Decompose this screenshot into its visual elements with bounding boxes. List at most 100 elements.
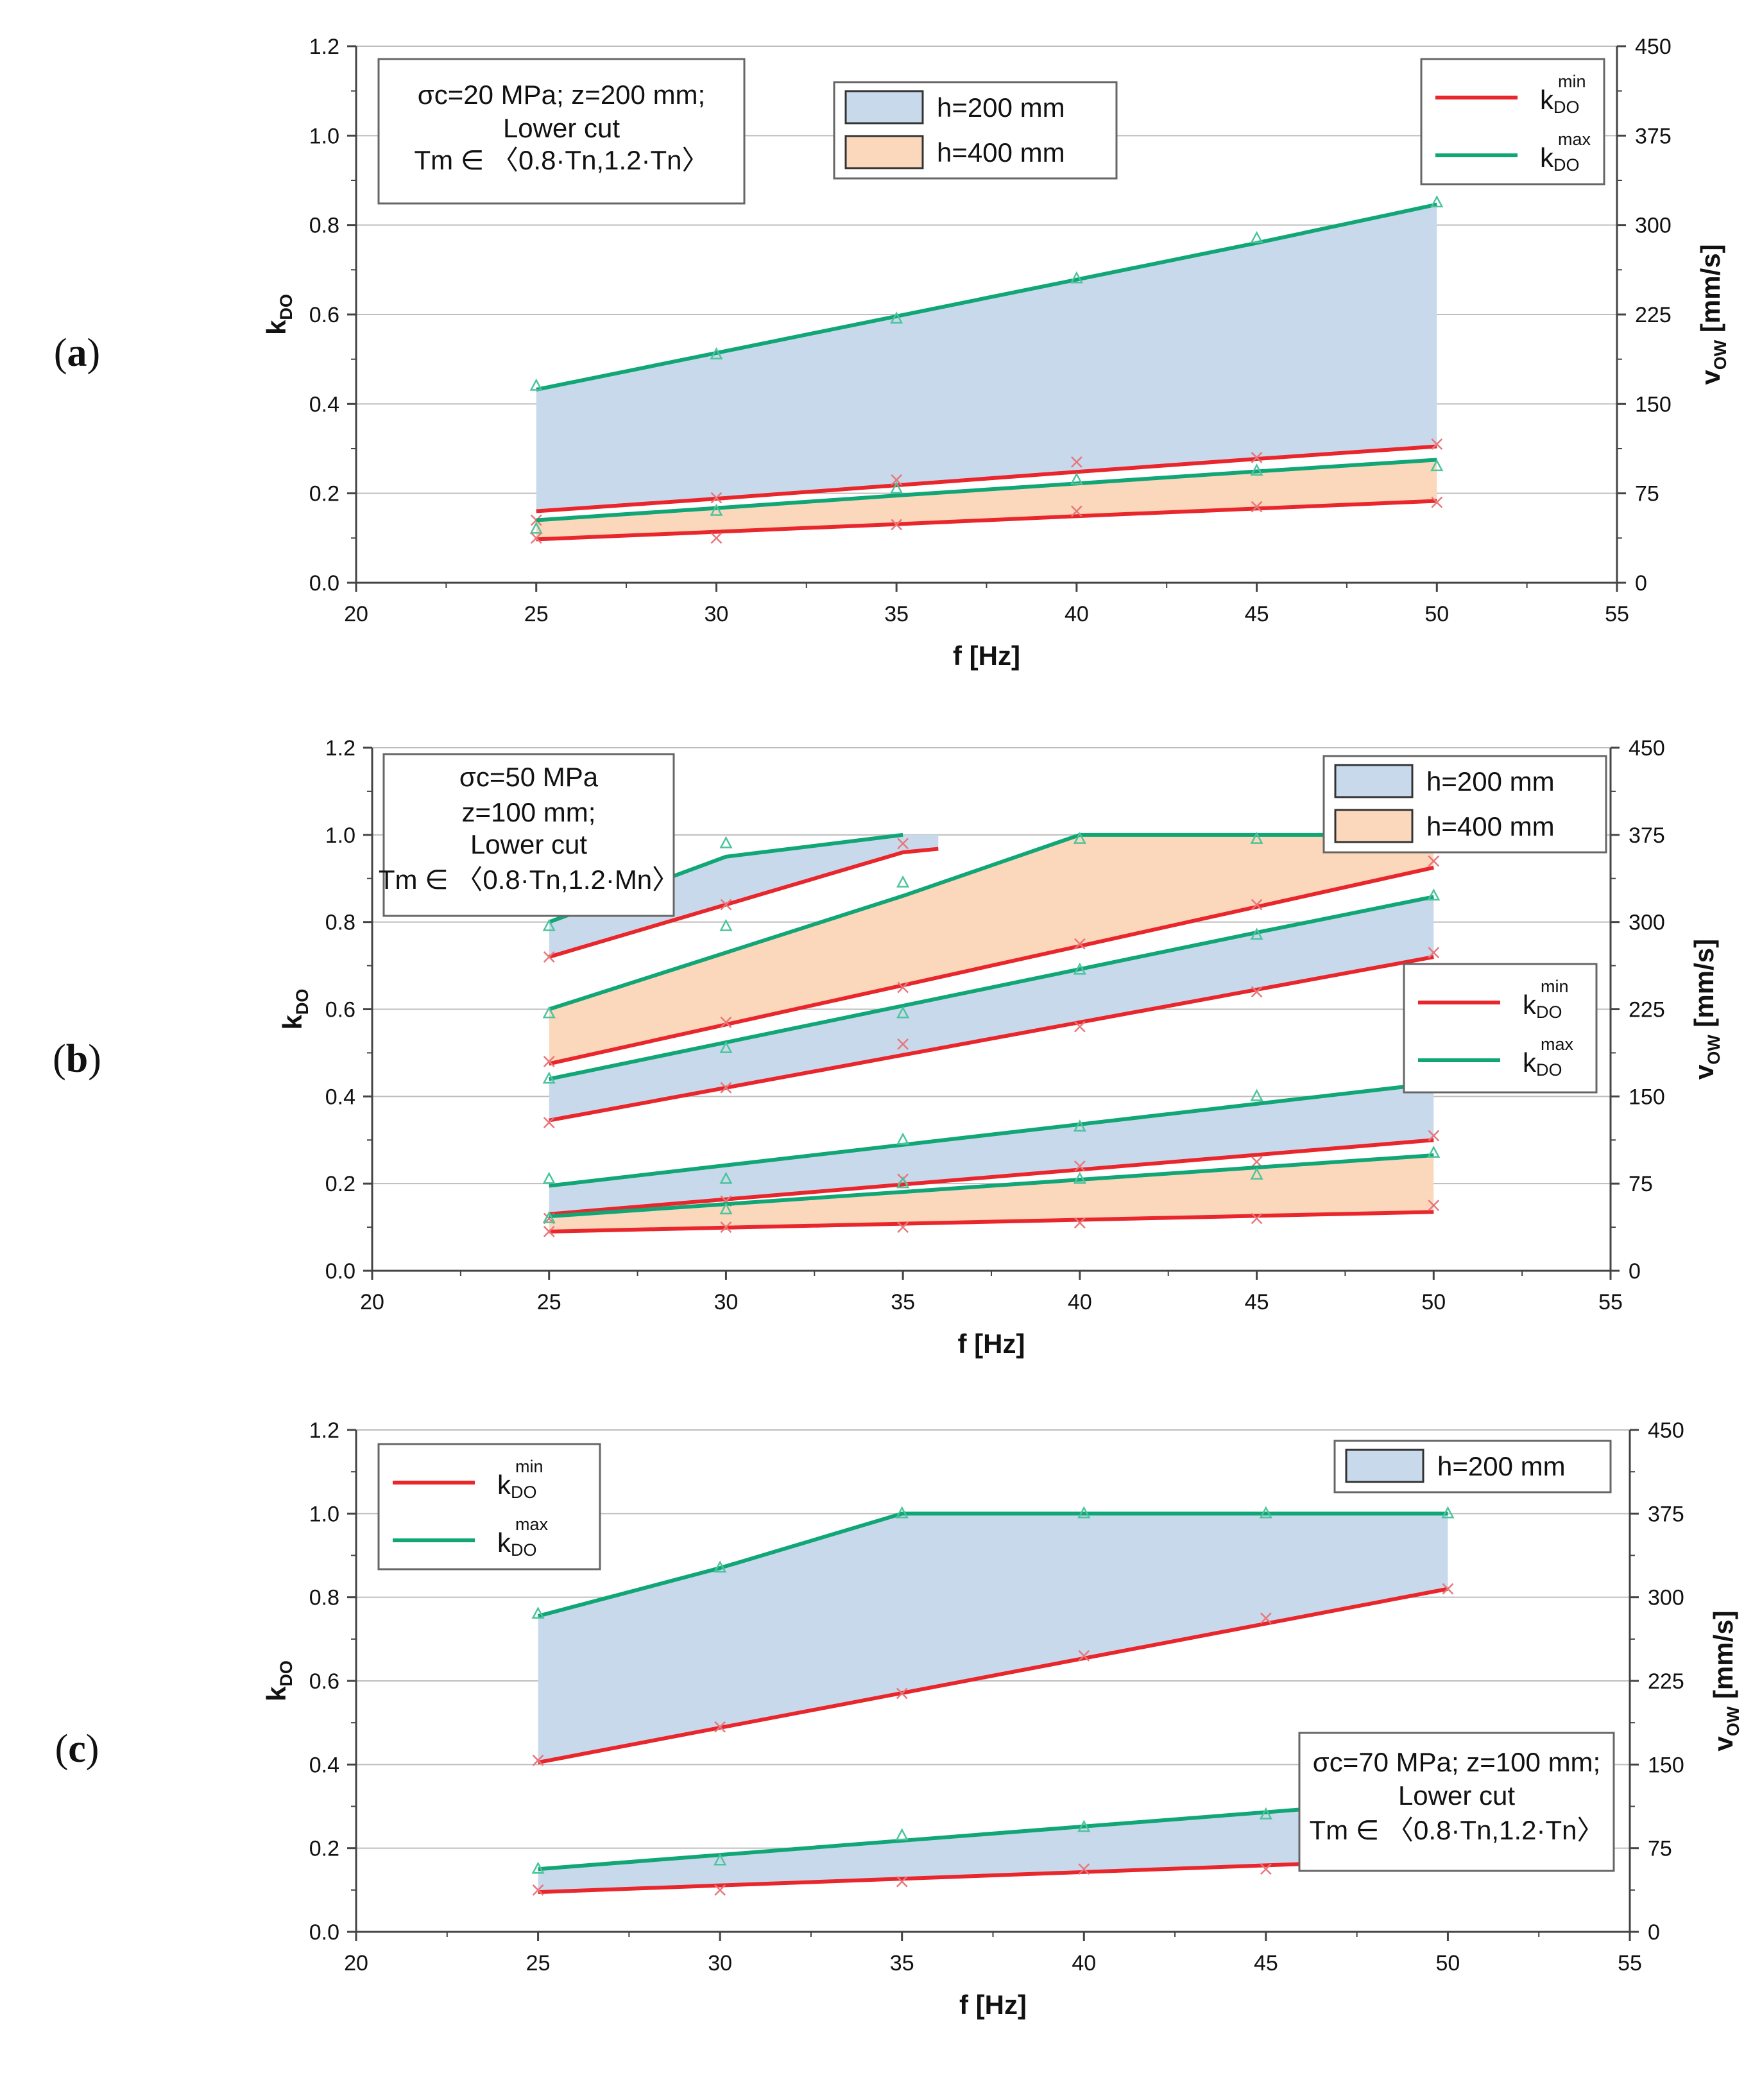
kmin-point (1251, 899, 1263, 911)
legend-lines-frame (1403, 963, 1598, 1094)
kmin-point (714, 1884, 726, 1896)
kmax-point (1073, 1119, 1086, 1132)
kmax-point (1259, 1506, 1272, 1519)
y2-tick-label: 150 (1648, 1753, 1684, 1777)
kmin-point (532, 1754, 544, 1766)
kmax-point (895, 1506, 909, 1519)
chart-panel-a: (a) 20 25 30 35 40 45 50 55 0.0 0.2 0.4 0.6 0.8 1.0 1.2… (54, 35, 1730, 671)
legend-line-label: kDO (497, 1470, 537, 1502)
legend-line-label: kDO (1540, 85, 1580, 117)
kmin-point (1428, 855, 1440, 867)
legend-line-sup: max (515, 1515, 549, 1534)
x-tick-label: 35 (891, 1290, 915, 1314)
kmin-point (1260, 1612, 1272, 1624)
y2-tick-label: 300 (1648, 1586, 1684, 1610)
kmax-point (1259, 1807, 1272, 1820)
chart-panel-b: (b) 20 25 30 35 40 45 50 55 0.0 0.2 0.4 0.6 0.8 1.0 1.2… (53, 736, 1724, 1359)
y-tick-label: 0.4 (309, 1753, 339, 1777)
kmax-point (542, 1006, 556, 1019)
y2-tick-label: 225 (1648, 1669, 1684, 1694)
kmin-point (1251, 501, 1263, 513)
y2-tick-label: 225 (1635, 303, 1672, 327)
x-tick-label: 40 (1065, 602, 1089, 626)
kmax-line (536, 458, 1437, 522)
y-axis-label: kDO (261, 1660, 296, 1701)
kmax-line (549, 1081, 1434, 1188)
legend-line-label: kDO (1540, 142, 1580, 175)
kmax-point (710, 347, 723, 359)
x-tick-label: 45 (1245, 1290, 1269, 1314)
y-tick-label: 1.0 (309, 124, 339, 148)
y-axis-label: kDO (261, 294, 296, 335)
x-tick-label: 25 (537, 1290, 561, 1314)
kmin-point (1428, 1130, 1440, 1142)
kmax-point (890, 481, 903, 494)
kmin-point (1251, 986, 1263, 998)
kmax-line (536, 202, 1437, 392)
kmax-point (1077, 1506, 1091, 1519)
kmin-point (543, 1225, 555, 1237)
y2-tick-label: 0 (1648, 1920, 1660, 1945)
legend-fill-label: h=400 mm (937, 137, 1065, 168)
y-tick-label: 0.4 (325, 1085, 355, 1109)
band-fill-h200 (536, 204, 1437, 512)
x-tick-label: 40 (1068, 1290, 1092, 1314)
kmin-point (543, 1056, 555, 1067)
kmin-point (896, 1875, 908, 1888)
kmin-point (543, 1117, 555, 1128)
x-tick-label: 45 (1254, 1951, 1278, 1975)
kmin-line (548, 847, 939, 959)
kmin-point (1078, 1863, 1090, 1875)
y2-axis-label: vOW [mm/s] (1695, 244, 1730, 384)
y2-axis-label: vOW [mm/s] (1689, 939, 1724, 1080)
kmin-point (1431, 438, 1443, 450)
kmax-point (529, 378, 543, 391)
kmax-point (531, 1861, 545, 1874)
legend-swatch (844, 135, 924, 169)
annotation-box: σc=50 MPa z=100 mm;Lower cut Tm ∈ 〈0.8·Tn,… (379, 753, 679, 917)
kmax-point (1427, 888, 1441, 901)
x-tick-label: 45 (1245, 602, 1269, 626)
kmin-point (1073, 1020, 1086, 1033)
kmin-line (538, 1587, 1448, 1765)
kmin-point (720, 1016, 732, 1028)
y2-tick-label: 75 (1629, 1172, 1653, 1196)
panel-label: (c) (55, 1727, 99, 1771)
kmin-line (549, 865, 1434, 1066)
kmax-point (542, 1071, 556, 1084)
kmin-point (720, 899, 732, 911)
band-fill-h200 (549, 1083, 1434, 1214)
kmax-point (542, 1210, 556, 1223)
y2-tick-label: 0 (1629, 1259, 1641, 1284)
kmin-point (543, 951, 555, 963)
x-tick-label: 30 (708, 1951, 732, 1975)
y2-axis-label-text: vOW [mm/s] (1708, 1610, 1743, 1751)
legend-line-sup: min (515, 1457, 543, 1476)
kmin-point (1251, 452, 1263, 463)
annotation-line: σc=70 MPa; z=100 mm; (1313, 1747, 1600, 1777)
panel-label: (a) (54, 331, 100, 375)
kmax-point (714, 1560, 727, 1573)
y-tick-label: 0.2 (309, 1837, 339, 1861)
kmin-point (1078, 1650, 1090, 1662)
chart-panel-c: (c) 20 25 30 35 40 45 50 55 0.0 0.2 0.4 0.6 0.8 1.0 1.2… (55, 1418, 1743, 2020)
annotation-line: Lower cut (1398, 1780, 1515, 1811)
y-tick-label: 1.2 (325, 736, 355, 761)
kmax-line (549, 1153, 1434, 1219)
kmax-point (1430, 459, 1444, 472)
x-tick-label: 55 (1605, 602, 1629, 626)
kmax-point (1430, 195, 1444, 208)
kmin-point (891, 519, 903, 531)
y-tick-label: 1.0 (309, 1502, 339, 1526)
x-tick-label: 30 (714, 1290, 739, 1314)
kmin-point (714, 1721, 726, 1733)
legend-fill: h=200 mm h=400 mm (833, 81, 1118, 180)
band-fill-h400 (536, 460, 1437, 540)
kmin-point (1070, 505, 1082, 517)
legend-fill-label: h=200 mm (1426, 766, 1555, 796)
band-fill-h200 (538, 1798, 1448, 1893)
y2-tick-label: 150 (1635, 392, 1672, 417)
y-tick-label: 0.8 (309, 1586, 339, 1610)
